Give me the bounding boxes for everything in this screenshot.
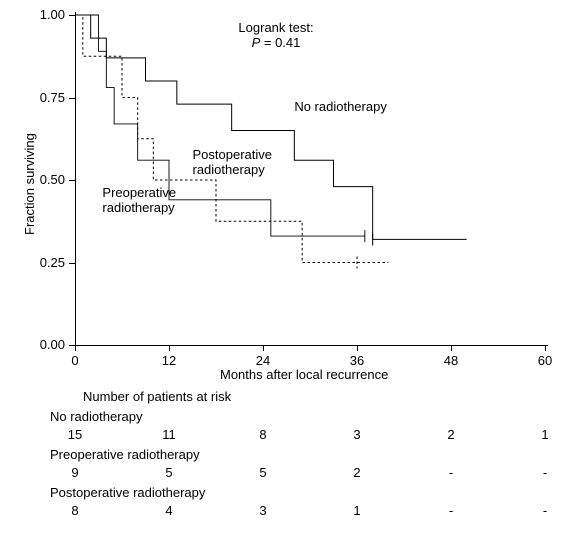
km-figure: 0.000.250.500.751.0001224364860Fraction …: [0, 0, 575, 549]
risk-count: 2: [436, 427, 466, 442]
risk-group-name: Postoperative radiotherapy: [50, 485, 205, 500]
risk-group-name: No radiotherapy: [50, 409, 143, 424]
risk-count: -: [436, 503, 466, 518]
risk-count: -: [530, 503, 560, 518]
label-postoperative-radiotherapy: Postoperativeradiotherapy: [193, 147, 273, 177]
label-preoperative-radiotherapy-l1: Preoperative: [102, 185, 176, 200]
label-postoperative-radiotherapy-l1: Postoperative: [193, 147, 273, 162]
risk-count: -: [530, 465, 560, 480]
risk-count: 2: [342, 465, 372, 480]
risk-count: 1: [342, 503, 372, 518]
label-postoperative-radiotherapy-l2: radiotherapy: [193, 162, 265, 177]
risk-count: 15: [60, 427, 90, 442]
risk-count: 5: [154, 465, 184, 480]
risk-table-header: Number of patients at risk: [83, 389, 231, 404]
risk-count: 11: [154, 427, 184, 442]
risk-count: 8: [60, 503, 90, 518]
risk-count: 3: [342, 427, 372, 442]
risk-count: 1: [530, 427, 560, 442]
postoperative-radiotherapy-curve: [75, 15, 388, 263]
label-preoperative-radiotherapy-l2: radiotherapy: [102, 200, 174, 215]
risk-count: 4: [154, 503, 184, 518]
label-no-radiotherapy: No radiotherapy: [294, 99, 387, 114]
risk-count: 3: [248, 503, 278, 518]
risk-count: 5: [248, 465, 278, 480]
risk-count: 8: [248, 427, 278, 442]
risk-group-name: Preoperative radiotherapy: [50, 447, 200, 462]
risk-count: -: [436, 465, 466, 480]
risk-count: 9: [60, 465, 90, 480]
label-preoperative-radiotherapy: Preoperativeradiotherapy: [102, 185, 176, 215]
